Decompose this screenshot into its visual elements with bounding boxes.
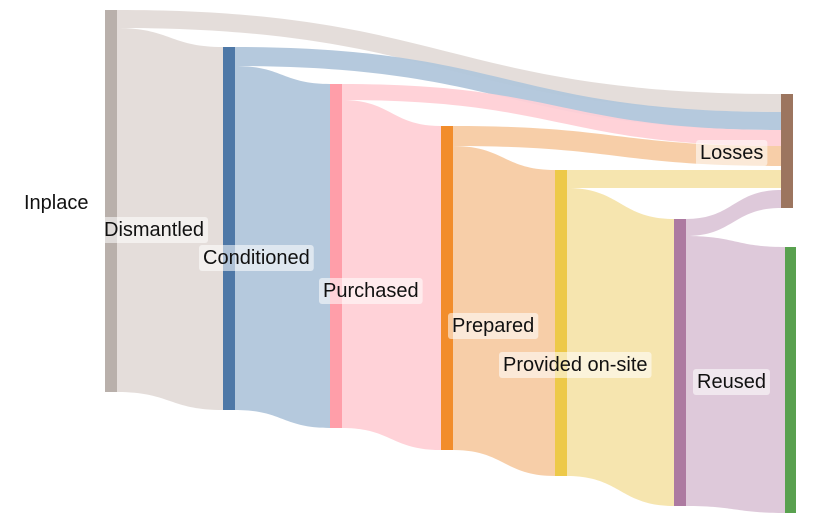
sankey-node-purchased	[330, 84, 342, 428]
node-label-text-losses: Losses	[700, 142, 763, 164]
node-label-text-provided: Provided on-site	[503, 354, 648, 376]
sankey-link-reused-to-losses	[686, 190, 781, 236]
sankey-node-reused	[674, 219, 686, 506]
node-label-conditioned: Conditioned	[199, 245, 314, 271]
node-label-purchased: Purchased	[319, 278, 423, 304]
sankey-link-inplace-to-losses	[117, 10, 781, 112]
sankey-node-losses	[781, 94, 793, 208]
sankey-labels: Inplace Dismantled Conditioned Purchased Pre…	[24, 140, 770, 395]
sankey-node-conditioned	[223, 47, 235, 410]
sankey-link-prepared-to-provided	[453, 146, 555, 476]
sankey-link-provided-to-reused	[567, 188, 674, 506]
node-label-text-reused: Reused	[697, 371, 766, 393]
node-label-prepared: Prepared	[448, 313, 539, 339]
node-label-provided: Provided on-site	[499, 352, 652, 378]
node-label-text-prepared: Prepared	[452, 315, 534, 337]
node-label-reused: Reused	[693, 369, 770, 395]
node-label-bg-reused	[693, 369, 770, 395]
sankey-link-purchased-to-prepared	[342, 100, 441, 450]
sankey-node-reused_end	[785, 247, 796, 513]
sankey-node-inplace	[105, 10, 117, 392]
node-label-bg-dismantled	[100, 217, 209, 243]
node-label-bg-prepared	[448, 313, 539, 339]
sankey-links	[117, 10, 785, 513]
node-label-inplace: Inplace	[24, 192, 89, 214]
sankey-nodes	[105, 10, 796, 513]
node-label-text-dismantled: Dismantled	[104, 219, 204, 241]
node-label-bg-conditioned	[199, 245, 314, 271]
node-label-bg-losses	[696, 140, 768, 166]
node-label-text-purchased: Purchased	[323, 280, 419, 302]
sankey-link-conditioned-to-losses	[235, 47, 781, 130]
node-label-text-inplace: Inplace	[24, 192, 89, 214]
node-label-bg-purchased	[319, 278, 423, 304]
sankey-node-prepared	[441, 126, 453, 450]
node-label-losses: Losses	[696, 140, 768, 166]
node-label-bg-provided	[499, 352, 652, 378]
sankey-link-purchased-to-losses	[342, 84, 781, 146]
node-label-dismantled: Dismantled	[100, 217, 209, 243]
sankey-link-provided-to-losses	[567, 170, 781, 188]
node-label-text-conditioned: Conditioned	[203, 247, 310, 269]
sankey-node-provided	[555, 170, 567, 476]
